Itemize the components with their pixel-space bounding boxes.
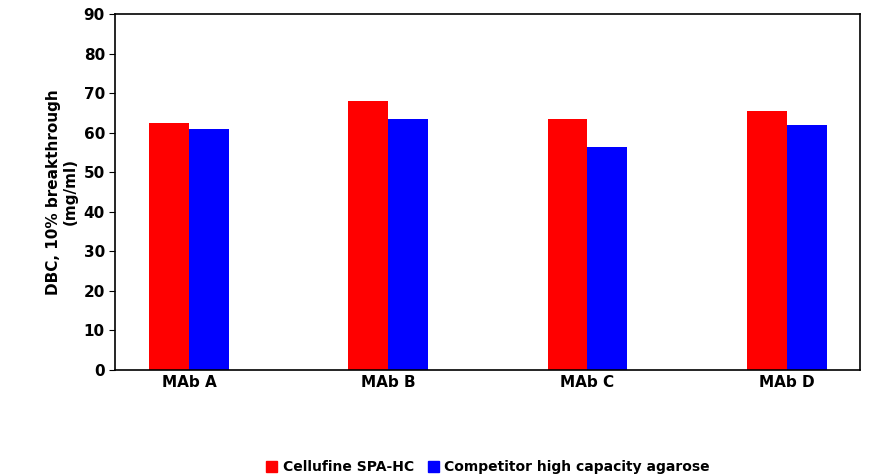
Bar xyxy=(746,111,786,370)
Bar xyxy=(547,119,587,370)
Bar xyxy=(786,125,826,370)
Bar xyxy=(388,119,428,370)
Bar xyxy=(189,129,229,370)
Bar xyxy=(149,123,189,370)
Bar xyxy=(348,101,388,370)
Y-axis label: DBC, 10% breakthrough
(mg/ml): DBC, 10% breakthrough (mg/ml) xyxy=(45,89,78,295)
Bar xyxy=(587,146,626,370)
Legend: Cellufine SPA-HC, Competitor high capacity agarose: Cellufine SPA-HC, Competitor high capaci… xyxy=(260,455,715,474)
